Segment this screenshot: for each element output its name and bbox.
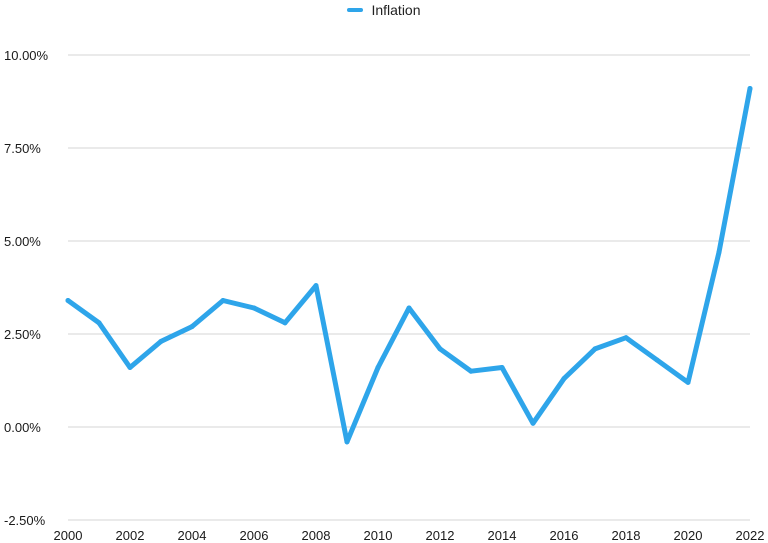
x-tick-label: 2010 [364,528,393,543]
x-tick-label: 2022 [736,528,765,543]
x-tick-label: 2018 [612,528,641,543]
data-point [561,376,567,382]
y-tick-label: 7.50% [4,141,41,156]
data-point [623,335,629,341]
data-point [747,85,753,91]
x-tick-label: 2020 [674,528,703,543]
data-point [158,338,164,344]
data-point [251,305,257,311]
legend: Inflation [0,2,768,18]
x-tick-label: 2014 [488,528,517,543]
data-point [344,439,350,445]
data-point [685,379,691,385]
y-tick-label: -2.50% [4,513,46,528]
x-tick-label: 2012 [426,528,455,543]
x-axis-tick-labels: 2000 2002 2004 2006 2008 2010 2012 2014 2016 2018… [54,528,765,543]
data-point [375,364,381,370]
x-tick-label: 2008 [302,528,331,543]
y-tick-label: 2.50% [4,327,41,342]
legend-swatch [347,8,364,13]
data-point [437,346,443,352]
data-point [189,324,195,330]
legend-label: Inflation [371,2,421,18]
data-point [592,346,598,352]
data-point [127,364,133,370]
data-point [406,305,412,311]
data-point [530,420,536,426]
y-axis-tick-labels: 10.00% 7.50% 5.00% 2.50% 0.00% -2.50% [4,48,49,528]
gridlines [68,54,750,521]
data-point [220,298,226,304]
x-tick-label: 2002 [116,528,145,543]
x-tick-label: 2006 [240,528,269,543]
data-point [468,368,474,374]
x-tick-label: 2016 [550,528,579,543]
series-layer [65,85,753,445]
y-tick-label: 0.00% [4,420,41,435]
x-tick-label: 2000 [54,528,83,543]
data-point [65,298,71,304]
y-tick-label: 5.00% [4,234,41,249]
data-point [96,320,102,326]
x-tick-label: 2004 [178,528,207,543]
y-tick-label: 10.00% [4,48,49,63]
data-point [499,364,505,370]
data-point [654,357,660,363]
data-point [313,283,319,289]
data-point [716,249,722,255]
series-line-inflation [65,86,753,445]
data-point [282,320,288,326]
